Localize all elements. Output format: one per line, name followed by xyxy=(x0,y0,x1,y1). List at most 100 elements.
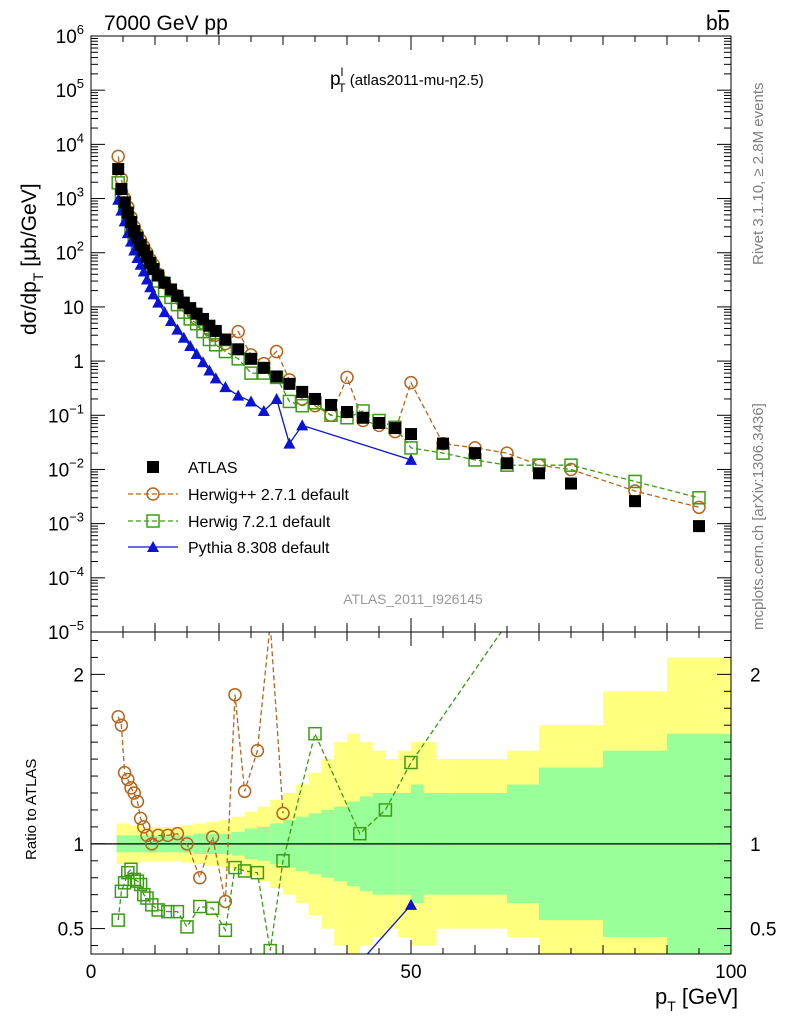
point-3-8 xyxy=(137,265,150,277)
y-tick-label: 106 xyxy=(56,22,84,48)
ratio-point-0-6 xyxy=(130,794,145,809)
ratio-point-0-10 xyxy=(145,837,159,851)
ratio-point-0-5 xyxy=(127,786,141,800)
point-0-31 xyxy=(341,405,353,418)
point-3-29 xyxy=(405,453,417,465)
ratio-point-0-17 xyxy=(218,894,233,909)
legend-entry-1: Herwig++ 2.7.1 default xyxy=(128,487,350,504)
series-3 xyxy=(112,193,417,465)
point-0-35 xyxy=(405,428,417,441)
ratio-y-tick-label-left: 2 xyxy=(73,665,84,686)
point-0-42 xyxy=(693,520,705,533)
point-0-34 xyxy=(389,422,401,435)
header-process: bb xyxy=(706,12,729,35)
ratio-point-1-0 xyxy=(111,913,125,927)
ratio-point-1-15 xyxy=(193,899,207,914)
series-line-1 xyxy=(117,156,700,508)
point-0-3 xyxy=(121,206,134,219)
ratio-point-1-13 xyxy=(170,904,185,919)
ratio-point-0-20 xyxy=(250,743,265,758)
ratio-point-1-12 xyxy=(161,904,175,919)
point-1-26 xyxy=(269,344,284,359)
header-energy: 7000 GeV pp xyxy=(104,12,228,35)
ratio-point-2-0 xyxy=(354,956,366,967)
point-1-0 xyxy=(111,149,125,164)
point-3-16 xyxy=(177,331,190,343)
ratio-point-0-22 xyxy=(276,806,290,821)
point-3-12 xyxy=(152,296,165,308)
point-1-42 xyxy=(692,500,706,515)
ratio-point-1-26 xyxy=(404,755,418,770)
ratio-point-0-18 xyxy=(228,687,242,702)
point-3-22 xyxy=(219,381,232,393)
point-2-41 xyxy=(628,474,642,489)
point-0-36 xyxy=(437,437,449,450)
ratio-point-1-19 xyxy=(237,864,252,878)
point-0-40 xyxy=(565,477,577,490)
series-2 xyxy=(111,176,706,505)
point-2-28 xyxy=(295,398,309,413)
point-0-39 xyxy=(533,467,545,480)
ratio-series-1 xyxy=(111,632,502,954)
legend-label-1: Herwig++ 2.7.1 default xyxy=(188,487,350,504)
x-tick-label: 0 xyxy=(86,962,97,983)
point-1-35 xyxy=(404,375,418,390)
ratio-point-1-25 xyxy=(378,803,393,817)
ratio-point-0-15 xyxy=(193,870,207,885)
point-3-24 xyxy=(245,395,257,407)
point-2-35 xyxy=(404,441,418,455)
ratio-point-1-21 xyxy=(263,943,277,954)
point-0-22 xyxy=(219,333,232,346)
point-2-27 xyxy=(282,394,297,409)
ratio-point-0-7 xyxy=(133,811,148,826)
point-3-20 xyxy=(203,364,216,376)
point-0-33 xyxy=(373,417,385,430)
point-0-26 xyxy=(270,370,283,383)
ratio-line-2 xyxy=(366,904,412,954)
ratio-point-0-1 xyxy=(114,718,129,732)
ratio-y-tick-label-left: 1 xyxy=(73,835,84,856)
point-0-1 xyxy=(115,183,128,196)
point-3-15 xyxy=(171,323,184,335)
ratio-line-1 xyxy=(117,632,502,951)
point-0-32 xyxy=(357,411,369,424)
point-3-17 xyxy=(184,339,197,351)
y-tick-label: 102 xyxy=(56,239,84,265)
ratio-point-1-1 xyxy=(114,884,129,899)
legend-marker-2 xyxy=(146,514,160,528)
ratio-point-1-9 xyxy=(140,891,154,905)
y-tick-label: 1 xyxy=(73,352,84,373)
y-tick-label: 10−4 xyxy=(48,564,84,590)
ratio-point-0-11 xyxy=(151,828,165,843)
main-ticks xyxy=(90,35,732,633)
point-3-27 xyxy=(283,437,296,449)
ratio-point-0-19 xyxy=(237,784,252,799)
y-tick-label: 10−2 xyxy=(48,455,84,481)
y-tick-label: 103 xyxy=(56,185,84,211)
mcplots-label: mcplots.cern.ch [arXiv:1306.3436] xyxy=(750,403,767,630)
point-3-26 xyxy=(270,392,283,404)
series-line-2 xyxy=(117,182,700,499)
legend: ATLAS Herwig++ 2.7.1 default Herwig 7.2.1 … xyxy=(128,460,350,557)
ratio-point-1-14 xyxy=(180,920,194,934)
ratio-y-tick-label-right: 0.5 xyxy=(750,920,776,941)
analysis-watermark: ATLAS_2011_I926145 xyxy=(343,591,483,607)
legend-marker-0 xyxy=(147,461,159,473)
x-tick-label: 100 xyxy=(715,962,747,983)
point-2-40 xyxy=(564,458,578,472)
ratio-point-0-8 xyxy=(137,820,151,834)
ratio-point-0-14 xyxy=(180,837,194,851)
ratio-point-0-0 xyxy=(111,709,125,724)
ratio-point-0-2 xyxy=(117,765,132,780)
ratio-point-1-18 xyxy=(228,860,242,875)
ratio-point-1-16 xyxy=(205,901,220,915)
ratio-y-axis-title: Ratio to ATLAS xyxy=(23,759,40,860)
ratio-point-1-23 xyxy=(308,726,322,741)
y-tick-label: 10 xyxy=(63,298,84,319)
point-2-22 xyxy=(218,344,233,359)
point-0-24 xyxy=(245,352,257,365)
